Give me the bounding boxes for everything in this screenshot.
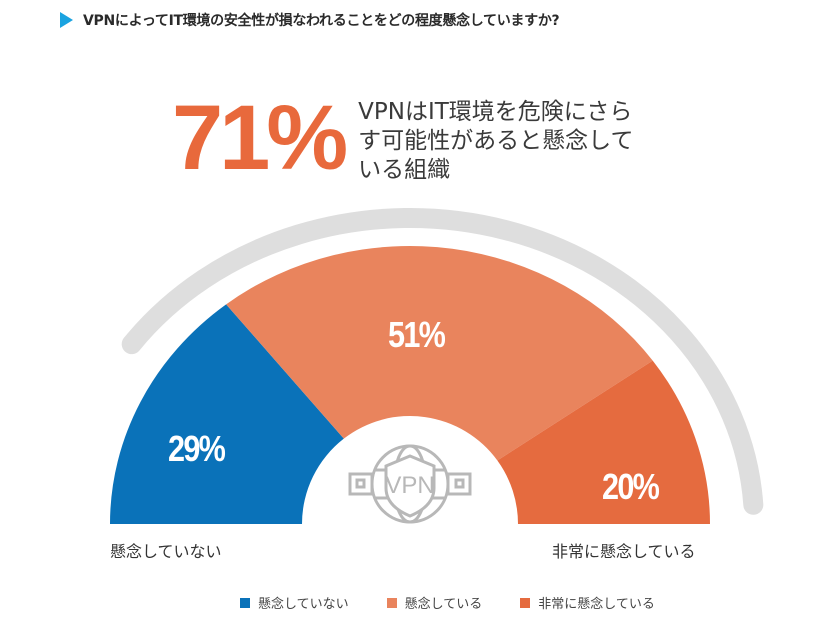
right-end-label: 非常に懸念している [552,542,696,561]
chart-title: VPNによってIT環境の安全性が損なわれることをどの程度懸念していますか? [60,10,560,30]
donut-slice-0 [110,304,344,524]
legend-item-not-concerned: 懸念していない [240,593,349,612]
legend-swatch [520,597,531,608]
slice-label-very-concerned: 20% [602,466,660,507]
chart-title-text: VPNによってIT環境の安全性が損なわれることをどの程度懸念していますか? [83,13,560,29]
left-end-label: 懸念していない [110,542,222,561]
legend: 懸念していない 懸念している 非常に懸念している [240,593,655,612]
donut-slice-2 [497,360,710,524]
legend-label: 非常に懸念している [538,597,655,612]
play-triangle-icon [60,12,73,28]
vpn-globe-shield-icon: VPN [348,444,472,524]
donut-slice-1 [226,246,653,461]
legend-swatch [240,597,250,608]
headline-percent: 71% [172,87,348,189]
legend-swatch [386,597,397,608]
svg-text:VPN: VPN [385,472,434,499]
slice-label-not-concerned: 29% [168,428,226,469]
legend-item-concerned: 懸念している [386,593,483,612]
headline-description: VPNはIT環境を危険にさらす可能性があると懸念している組織 [358,99,634,183]
slice-label-concerned: 51% [388,314,446,355]
legend-label: 懸念している [404,597,483,612]
headline-stat: 71% VPNはIT環境を危険にさらす可能性があると懸念している組織 [172,92,638,185]
legend-item-very-concerned: 非常に懸念している [520,593,655,612]
legend-label: 懸念していない [258,597,349,612]
gauge-track [121,208,764,515]
